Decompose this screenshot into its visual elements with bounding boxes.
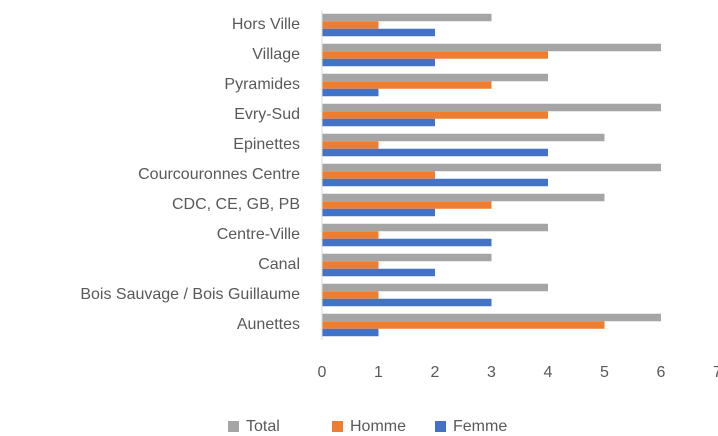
x-tick-label: 7 [713, 364, 718, 381]
bar [322, 291, 379, 299]
bar [322, 313, 661, 322]
bar [322, 13, 492, 22]
bar [322, 238, 492, 247]
bar [322, 21, 379, 29]
x-tick-label: 5 [600, 364, 609, 381]
x-tick-label: 2 [431, 364, 440, 381]
legend-label: Femme [453, 418, 507, 435]
y-tick-label: Bois Sauvage / Bois Guillaume [80, 286, 300, 303]
legend-label: Homme [350, 418, 406, 435]
bar [322, 321, 605, 329]
bar [322, 268, 435, 277]
bar [322, 28, 435, 37]
x-tick-label: 1 [374, 364, 383, 381]
bar [322, 208, 435, 217]
y-tick-label: Courcouronnes Centre [138, 166, 300, 183]
bar [322, 298, 492, 307]
y-tick-label: Aunettes [237, 316, 300, 333]
bar [322, 111, 548, 119]
legend-swatch [435, 421, 446, 432]
bar [322, 43, 661, 52]
x-tick-label: 6 [657, 364, 666, 381]
y-tick-label: Canal [258, 256, 300, 273]
bar [322, 148, 548, 157]
y-tick-label: Centre-Ville [217, 226, 300, 243]
bar [322, 261, 379, 269]
y-tick-label: Village [252, 46, 300, 63]
y-tick-label: Hors Ville [232, 16, 300, 33]
bar [322, 253, 492, 262]
bar [322, 178, 548, 187]
bar [322, 141, 379, 149]
bar [322, 58, 435, 67]
legend-swatch [228, 421, 239, 432]
y-tick-label: Epinettes [233, 136, 300, 153]
legend-swatch [332, 421, 343, 432]
bar [322, 51, 548, 59]
bar [322, 193, 605, 202]
bar [322, 81, 492, 89]
bar [322, 133, 605, 142]
y-tick-label: Evry-Sud [234, 106, 300, 123]
bar [322, 171, 435, 179]
bar [322, 118, 435, 127]
bar [322, 328, 379, 337]
x-tick-label: 4 [544, 364, 553, 381]
bar [322, 163, 661, 172]
bar [322, 201, 492, 209]
x-tick-label: 0 [318, 364, 327, 381]
y-tick-label: Pyramides [224, 76, 300, 93]
bar [322, 223, 548, 232]
bar [322, 73, 548, 82]
bar [322, 283, 548, 292]
x-tick-label: 3 [487, 364, 496, 381]
bar [322, 231, 379, 239]
legend-label: Total [246, 418, 280, 435]
bar [322, 88, 379, 97]
y-tick-label: CDC, CE, GB, PB [172, 196, 300, 213]
bar [322, 103, 661, 112]
